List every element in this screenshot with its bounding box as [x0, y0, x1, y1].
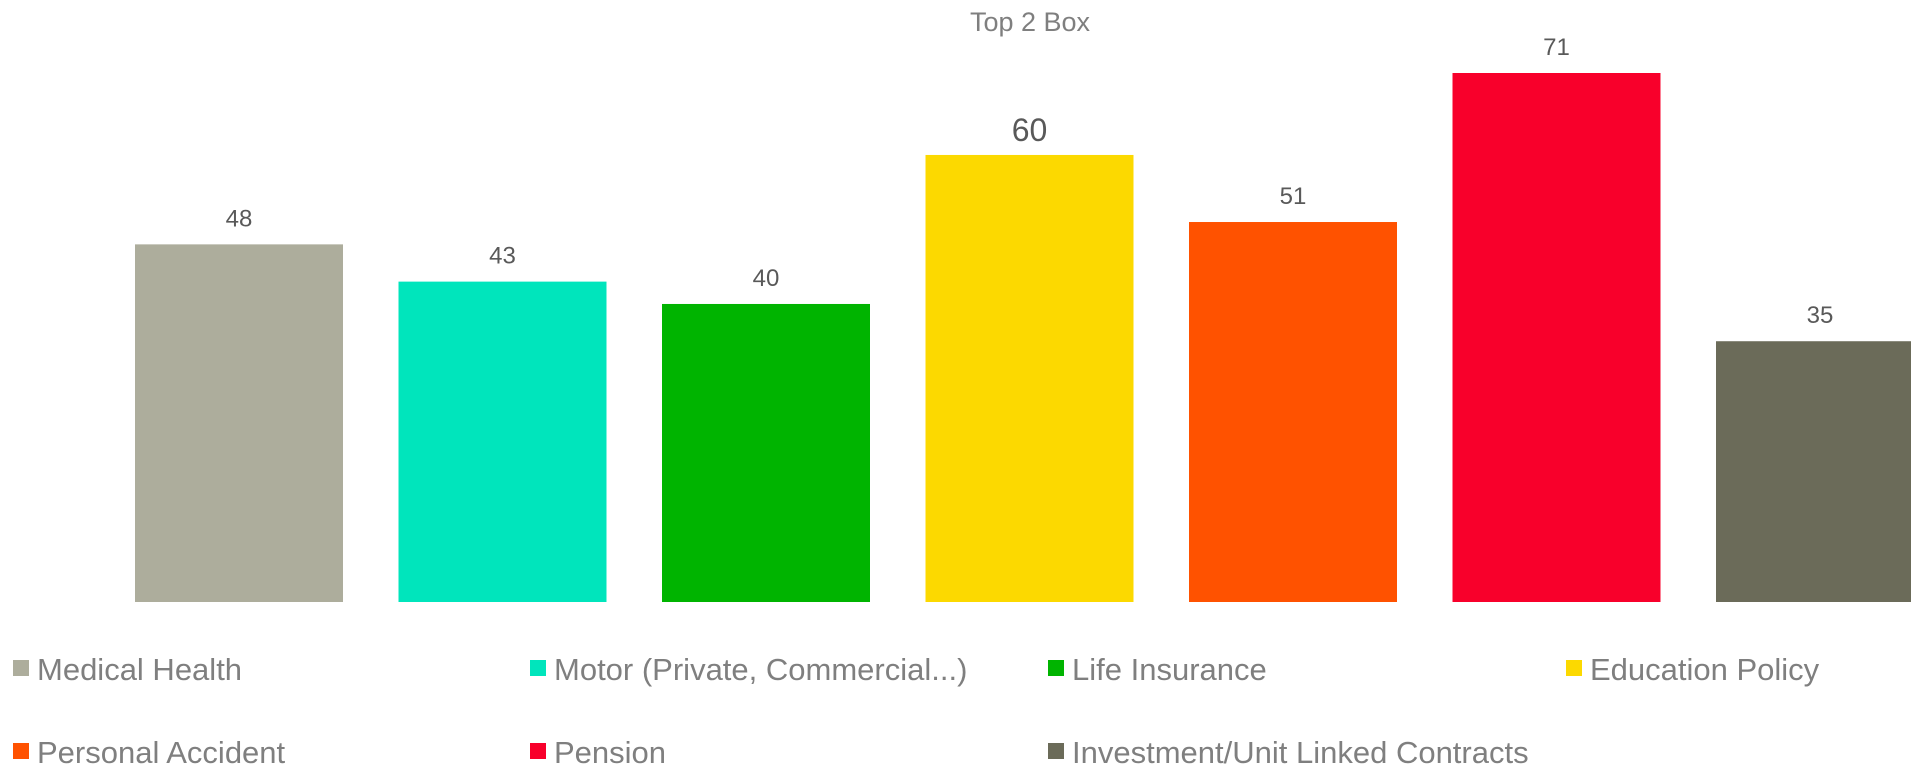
- legend-label-investment-unit-linked-contracts: Investment/Unit Linked Contracts: [1072, 735, 1529, 770]
- bars-group: [135, 73, 1911, 602]
- data-label-pension: 71: [1543, 34, 1570, 61]
- legend-swatch-education-policy: [1566, 660, 1582, 676]
- legend-item-life-insurance: Life Insurance: [1048, 652, 1267, 687]
- legend-label-pension: Pension: [554, 735, 666, 770]
- data-label-investment-unit-linked-contracts: 35: [1807, 302, 1834, 329]
- bar-medical-health: [135, 244, 343, 602]
- legend-label-life-insurance: Life Insurance: [1072, 652, 1267, 687]
- legend-label-motor-private-commercial: Motor (Private, Commercial...): [554, 652, 967, 687]
- legend-label-education-policy: Education Policy: [1590, 652, 1820, 687]
- bar-pension: [1452, 73, 1661, 602]
- chart-title: Top 2 Box: [970, 7, 1091, 37]
- data-label-education-policy: 60: [1012, 112, 1048, 148]
- bar-life-insurance: [662, 303, 870, 602]
- legend-swatch-medical-health: [13, 660, 29, 676]
- data-label-medical-health: 48: [226, 205, 253, 232]
- bar-investment-unit-linked-contracts: [1716, 341, 1911, 602]
- legend-swatch-life-insurance: [1048, 660, 1064, 676]
- bar-personal-accident: [1189, 222, 1397, 602]
- bar-education-policy: [925, 154, 1134, 602]
- legend-item-medical-health: Medical Health: [13, 652, 242, 687]
- data-label-personal-accident: 51: [1280, 183, 1307, 210]
- legend-swatch-investment-unit-linked-contracts: [1048, 743, 1064, 759]
- legend-label-personal-accident: Personal Accident: [37, 735, 286, 770]
- data-labels-group: 48 43 40 60 51 71 35: [226, 34, 1834, 329]
- data-label-life-insurance: 40: [753, 265, 780, 292]
- data-label-motor-private-commercial: 43: [489, 243, 516, 270]
- legend-swatch-motor-private-commercial: [530, 660, 546, 676]
- legend-item-pension: Pension: [530, 735, 666, 770]
- legend-item-investment-unit-linked-contracts: Investment/Unit Linked Contracts: [1048, 735, 1529, 770]
- legend-swatch-pension: [530, 743, 546, 759]
- legend: Medical Health Motor (Private, Commercial…: [13, 652, 1820, 770]
- legend-item-motor-private-commercial: Motor (Private, Commercial...): [530, 652, 967, 687]
- legend-label-medical-health: Medical Health: [37, 652, 242, 687]
- legend-item-education-policy: Education Policy: [1566, 652, 1820, 687]
- bar-motor-private-commercial: [398, 281, 607, 602]
- legend-swatch-personal-accident: [13, 743, 29, 759]
- legend-item-personal-accident: Personal Accident: [13, 735, 286, 770]
